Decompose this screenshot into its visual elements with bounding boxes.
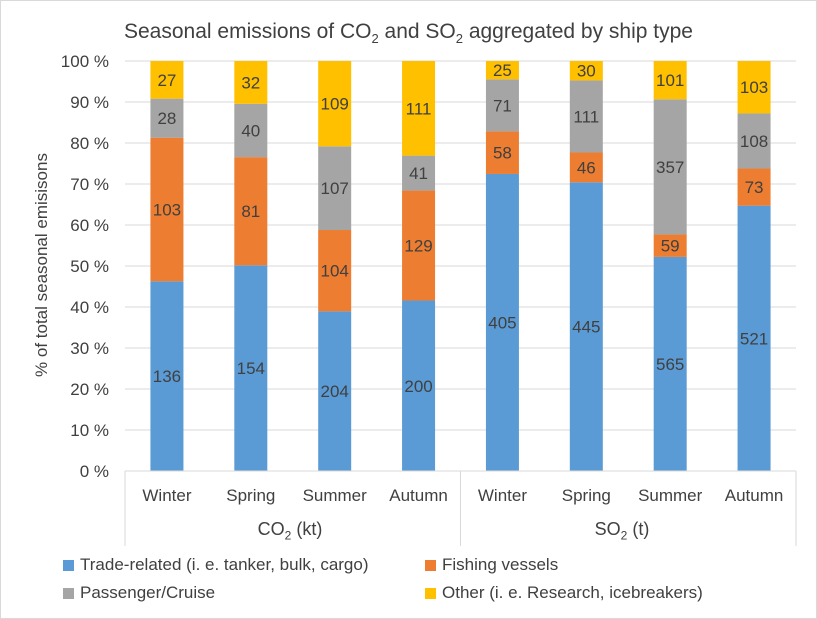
data-label: 108 xyxy=(740,132,768,151)
data-label: 565 xyxy=(656,355,684,374)
data-label: 28 xyxy=(157,109,176,128)
chart-title: Seasonal emissions of CO2 and SO2 aggreg… xyxy=(124,20,693,47)
y-tick-label: 50 % xyxy=(70,257,109,276)
data-label: 109 xyxy=(321,95,349,114)
data-label: 81 xyxy=(241,202,260,221)
bar-segment-trade xyxy=(234,265,268,471)
bar-segment-passenger xyxy=(737,113,771,169)
y-tick-label: 90 % xyxy=(70,93,109,112)
bar-segment-trade xyxy=(318,311,352,471)
data-label: 129 xyxy=(404,237,432,256)
bar-segment-passenger xyxy=(318,146,352,231)
legend-label-passenger: Passenger/Cruise xyxy=(80,583,216,602)
bar-segment-trade xyxy=(653,256,687,471)
bar-segment-other xyxy=(569,61,603,81)
bar-segment-fishing xyxy=(737,168,771,206)
bar-segment-passenger xyxy=(653,99,687,235)
data-label: 111 xyxy=(406,99,432,118)
bar-segment-fishing xyxy=(318,230,352,312)
data-label: 357 xyxy=(656,158,684,177)
x-tick-label: Winter xyxy=(478,486,527,505)
bar-segment-fishing xyxy=(653,234,687,257)
y-tick-label: 60 % xyxy=(70,216,109,235)
legend-label-fishing: Fishing vessels xyxy=(442,555,559,574)
bar-segment-other xyxy=(653,61,687,100)
bar-segment-passenger xyxy=(234,103,268,158)
data-label: 41 xyxy=(409,164,428,183)
data-label: 107 xyxy=(321,179,349,198)
legend-item-other: Other (i. e. Research, icebreakers) xyxy=(425,583,703,603)
bar-segment-passenger xyxy=(150,98,184,138)
bar-segment-trade xyxy=(402,300,436,471)
bar-segment-fishing xyxy=(485,131,519,174)
legend-swatch-other xyxy=(425,587,436,599)
data-label: 40 xyxy=(241,121,260,140)
bar-segment-other xyxy=(485,61,519,80)
data-label: 58 xyxy=(493,144,512,163)
data-label: 111 xyxy=(573,107,599,126)
bar-segment-trade xyxy=(569,182,603,471)
bar-segment-other xyxy=(234,61,268,104)
data-label: 27 xyxy=(157,71,176,90)
bar-segment-fishing xyxy=(569,152,603,183)
legend-item-fishing: Fishing vessels xyxy=(425,555,558,575)
y-tick-label: 20 % xyxy=(70,380,109,399)
y-tick-label: 30 % xyxy=(70,339,109,358)
legend-item-trade: Trade-related (i. e. tanker, bulk, cargo… xyxy=(63,555,369,575)
bar-segment-fishing xyxy=(402,190,436,301)
data-label: 104 xyxy=(321,262,349,281)
data-label: 46 xyxy=(577,158,596,177)
data-label: 405 xyxy=(488,313,516,332)
data-label: 101 xyxy=(656,71,684,90)
bar-segment-passenger xyxy=(402,155,436,191)
x-tick-label: Summer xyxy=(303,486,368,505)
data-label: 154 xyxy=(237,359,265,378)
bar-segment-other xyxy=(318,61,352,147)
x-tick-label: Spring xyxy=(562,486,611,505)
y-tick-label: 40 % xyxy=(70,298,109,317)
data-label: 445 xyxy=(572,318,600,337)
data-label: 71 xyxy=(493,96,512,115)
legend-item-passenger: Passenger/Cruise xyxy=(63,583,215,603)
bar-segment-trade xyxy=(737,205,771,471)
bar-segment-other xyxy=(150,61,184,99)
y-tick-label: 70 % xyxy=(70,175,109,194)
legend-swatch-passenger xyxy=(63,587,74,599)
data-label: 204 xyxy=(321,382,349,401)
bar-segment-trade xyxy=(150,281,184,471)
x-tick-label: Spring xyxy=(226,486,275,505)
bar-segment-other xyxy=(402,61,436,156)
data-label: 25 xyxy=(493,61,512,80)
data-label: 59 xyxy=(661,237,680,256)
bar-segment-trade xyxy=(485,173,519,471)
bar-segment-passenger xyxy=(569,80,603,153)
legend-label-trade: Trade-related (i. e. tanker, bulk, cargo… xyxy=(80,555,369,574)
data-label: 136 xyxy=(153,367,181,386)
y-tick-label: 10 % xyxy=(70,421,109,440)
data-label: 32 xyxy=(241,73,260,92)
y-tick-label: 0 % xyxy=(80,462,109,481)
data-label: 200 xyxy=(404,377,432,396)
y-tick-label: 100 % xyxy=(61,52,109,71)
group-label-co2: CO2 (kt) xyxy=(257,519,323,543)
bar-segment-passenger xyxy=(485,79,519,132)
bar-segment-other xyxy=(737,61,771,114)
group-label-so2: SO2 (t) xyxy=(594,519,650,543)
legend-label-other: Other (i. e. Research, icebreakers) xyxy=(442,583,703,602)
legend-swatch-trade xyxy=(63,559,74,571)
data-label: 30 xyxy=(577,62,596,81)
bar-segment-fishing xyxy=(234,157,268,266)
data-label: 103 xyxy=(740,78,768,97)
y-tick-label: 80 % xyxy=(70,134,109,153)
data-label: 103 xyxy=(153,201,181,220)
x-tick-label: Autumn xyxy=(389,486,448,505)
bar-segment-fishing xyxy=(150,137,184,282)
x-tick-label: Winter xyxy=(142,486,191,505)
data-label: 521 xyxy=(740,329,768,348)
x-tick-label: Summer xyxy=(638,486,703,505)
legend-swatch-fishing xyxy=(425,559,436,571)
x-tick-label: Autumn xyxy=(725,486,784,505)
data-label: 73 xyxy=(745,178,764,197)
